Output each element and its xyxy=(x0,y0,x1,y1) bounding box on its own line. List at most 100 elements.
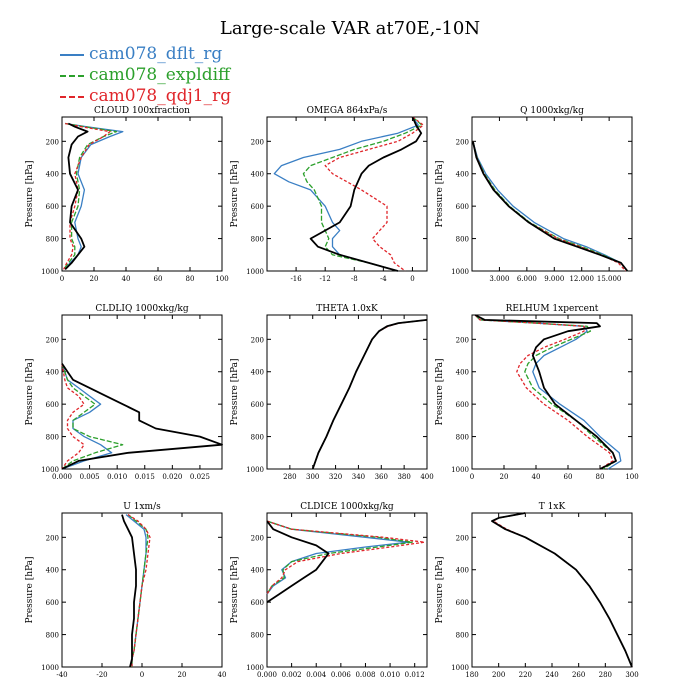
panel-title: OMEGA 864xPa/s xyxy=(307,106,388,116)
series-line-cam078-dflt-rg xyxy=(61,363,113,470)
legend-swatch-expldiff xyxy=(60,74,84,77)
x-tick-label: 320 xyxy=(329,473,342,481)
series-line-cam078-qdj1-rg xyxy=(324,116,425,272)
x-tick-label: 80 xyxy=(186,275,195,283)
legend-label-qdj1: cam078_qdj1_rg xyxy=(89,86,232,106)
y-axis-label: Pressure [hPa] xyxy=(230,160,240,227)
y-tick-label: 1000 xyxy=(41,268,59,276)
x-tick-label: 280 xyxy=(283,473,296,481)
series-line-ref xyxy=(64,122,89,271)
x-tick-label: -8 xyxy=(351,275,358,283)
y-tick-label: 800 xyxy=(456,236,469,244)
figure-title: Large-scale VAR at70E,-10N xyxy=(219,18,481,39)
panel-title: U 1xm/s xyxy=(123,502,161,512)
x-tick-label: 0.010 xyxy=(380,671,400,679)
panel-frame xyxy=(471,314,633,470)
x-tick-label: 15.000 xyxy=(597,275,622,283)
series-line-cam078-qdj1-rg xyxy=(127,514,151,667)
legend-swatch-qdj1 xyxy=(60,95,84,98)
x-tick-label: -40 xyxy=(56,671,67,679)
y-tick-label: 200 xyxy=(251,534,264,542)
series-line-cam078-dflt-rg xyxy=(472,141,628,272)
y-tick-label: 800 xyxy=(46,632,59,640)
x-tick-label: 20 xyxy=(500,473,509,481)
y-tick-label: 400 xyxy=(46,171,59,179)
series-line-ref xyxy=(491,512,633,668)
y-tick-label: 600 xyxy=(456,401,469,409)
x-tick-label: 220 xyxy=(519,671,532,679)
legend-swatch-dflt xyxy=(60,53,84,56)
x-tick-label: 0.012 xyxy=(405,671,425,679)
y-tick-label: 600 xyxy=(251,203,264,211)
y-tick-label: 600 xyxy=(456,203,469,211)
y-tick-label: 400 xyxy=(46,567,59,575)
series-line-cam078-expldiff xyxy=(127,514,149,667)
x-tick-label: 60 xyxy=(154,275,163,283)
x-tick-label: 100 xyxy=(215,275,228,283)
x-tick-label: 0.008 xyxy=(355,671,375,679)
y-tick-label: 1000 xyxy=(451,466,469,474)
x-tick-label: 340 xyxy=(352,473,365,481)
panel-frame xyxy=(471,116,633,272)
y-tick-label: 1000 xyxy=(41,664,59,672)
x-tick-label: 0.005 xyxy=(80,473,100,481)
x-tick-label: 0.020 xyxy=(162,473,182,481)
y-tick-label: 1000 xyxy=(246,466,264,474)
series-line-cam078-expldiff xyxy=(302,116,423,272)
panel-title: THETA 1.0xK xyxy=(316,304,378,314)
x-tick-label: 20 xyxy=(178,671,187,679)
x-tick-label: 3.000 xyxy=(489,275,509,283)
x-tick-label: 380 xyxy=(397,473,410,481)
y-tick-label: 200 xyxy=(456,336,469,344)
panel-8: CLDICE 1000xkg/kg Pressure [hPa] 200 400 600… xyxy=(230,502,428,679)
y-axis-label: Pressure [hPa] xyxy=(25,160,35,227)
panel-frame xyxy=(61,116,223,272)
legend: cam078_dflt_rg cam078_expldiff cam078_qd… xyxy=(60,44,231,107)
y-axis-label: Pressure [hPa] xyxy=(435,160,445,227)
legend-item-expldiff: cam078_expldiff xyxy=(60,65,231,86)
x-tick-label: 0.004 xyxy=(306,671,327,679)
y-axis-label: Pressure [hPa] xyxy=(435,556,445,623)
series-line-cam078-expldiff xyxy=(266,520,413,595)
series-line-ref xyxy=(266,520,330,603)
y-tick-label: 600 xyxy=(46,599,59,607)
y-tick-label: 600 xyxy=(46,401,59,409)
series-line-cam078-dflt-rg xyxy=(273,116,419,272)
panel-title: CLDLIQ 1000xkg/kg xyxy=(95,304,189,314)
y-tick-label: 800 xyxy=(251,236,264,244)
panel-title: CLDICE 1000xkg/kg xyxy=(300,502,394,512)
y-tick-label: 1000 xyxy=(41,466,59,474)
y-tick-label: 400 xyxy=(251,567,264,575)
x-tick-label: -20 xyxy=(96,671,107,679)
y-tick-label: 800 xyxy=(251,434,264,442)
series-line-cam078-qdj1-rg xyxy=(61,363,85,470)
y-tick-label: 600 xyxy=(251,599,264,607)
y-axis-label: Pressure [hPa] xyxy=(230,556,240,623)
panel-title: RELHUM 1xpercent xyxy=(506,304,599,314)
x-tick-label: 0 xyxy=(60,275,64,283)
y-tick-label: 600 xyxy=(456,599,469,607)
panel-2: OMEGA 864xPa/s Pressure [hPa] 200 400 600 800… xyxy=(230,106,428,283)
x-tick-label: 40 xyxy=(218,671,227,679)
y-tick-label: 200 xyxy=(46,336,59,344)
panel-frame xyxy=(266,314,428,470)
y-tick-label: 1000 xyxy=(246,664,264,672)
y-tick-label: 200 xyxy=(456,534,469,542)
series-line-cam078-expldiff xyxy=(472,141,628,272)
series-line-ref xyxy=(309,116,423,272)
y-axis-label: Pressure [hPa] xyxy=(25,358,35,425)
x-tick-label: 0.015 xyxy=(135,473,155,481)
series-line-cam078-expldiff xyxy=(491,512,633,668)
series-line-cam078-expldiff xyxy=(63,122,118,270)
x-tick-label: 9.000 xyxy=(544,275,564,283)
y-tick-label: 800 xyxy=(251,632,264,640)
x-tick-label: 6.000 xyxy=(517,275,537,283)
y-tick-label: 800 xyxy=(456,632,469,640)
series-line-cam078-dflt-rg xyxy=(64,122,124,270)
series-line-cam078-expldiff xyxy=(61,363,124,470)
series-line-ref xyxy=(121,514,137,668)
y-axis-label: Pressure [hPa] xyxy=(230,358,240,425)
